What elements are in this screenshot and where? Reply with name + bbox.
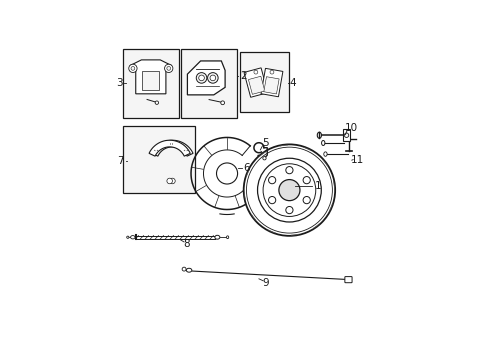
- Circle shape: [246, 147, 332, 233]
- Text: 4: 4: [289, 78, 295, 89]
- Polygon shape: [130, 60, 171, 94]
- Text: 3: 3: [116, 78, 123, 89]
- Circle shape: [164, 64, 173, 72]
- Text: 11: 11: [350, 155, 363, 165]
- Circle shape: [198, 75, 204, 81]
- Bar: [239, 51, 289, 112]
- Polygon shape: [244, 68, 267, 97]
- Circle shape: [243, 144, 334, 236]
- Circle shape: [268, 197, 275, 204]
- Polygon shape: [248, 76, 264, 94]
- Bar: [123, 126, 195, 193]
- FancyBboxPatch shape: [344, 276, 351, 283]
- Text: 7: 7: [117, 156, 123, 166]
- Bar: [181, 49, 236, 118]
- Circle shape: [169, 178, 175, 184]
- Circle shape: [262, 157, 265, 160]
- Circle shape: [128, 64, 137, 72]
- Polygon shape: [261, 68, 283, 97]
- Ellipse shape: [317, 132, 321, 138]
- Text: 8: 8: [183, 239, 190, 249]
- Text: 10: 10: [344, 123, 357, 133]
- Polygon shape: [149, 140, 190, 156]
- Circle shape: [263, 164, 315, 216]
- Circle shape: [285, 167, 292, 174]
- Text: 5: 5: [261, 138, 268, 148]
- Text: 9: 9: [262, 278, 268, 288]
- Circle shape: [216, 163, 237, 184]
- Text: 6: 6: [243, 163, 250, 173]
- Circle shape: [196, 73, 206, 83]
- Text: 2: 2: [240, 72, 246, 81]
- Circle shape: [131, 67, 135, 70]
- Bar: [123, 49, 178, 118]
- Circle shape: [268, 176, 275, 184]
- Circle shape: [344, 133, 348, 138]
- Circle shape: [253, 70, 257, 74]
- Circle shape: [269, 70, 273, 74]
- Ellipse shape: [321, 140, 324, 145]
- Polygon shape: [263, 77, 279, 94]
- Ellipse shape: [130, 235, 135, 239]
- Ellipse shape: [214, 235, 220, 239]
- Circle shape: [285, 207, 292, 214]
- Circle shape: [278, 180, 299, 201]
- Circle shape: [257, 158, 321, 222]
- Bar: [343, 129, 349, 141]
- Circle shape: [303, 176, 310, 184]
- Ellipse shape: [226, 236, 228, 239]
- Circle shape: [166, 67, 170, 70]
- Circle shape: [207, 73, 218, 83]
- Polygon shape: [152, 140, 193, 156]
- Circle shape: [166, 178, 172, 184]
- Ellipse shape: [323, 152, 326, 156]
- Circle shape: [182, 267, 185, 271]
- Circle shape: [210, 75, 215, 81]
- Circle shape: [155, 101, 158, 104]
- Text: 1: 1: [315, 181, 321, 191]
- Circle shape: [303, 197, 310, 204]
- Ellipse shape: [186, 268, 191, 272]
- Ellipse shape: [126, 236, 129, 238]
- Bar: [142, 71, 159, 90]
- Circle shape: [220, 101, 224, 105]
- Polygon shape: [187, 61, 224, 95]
